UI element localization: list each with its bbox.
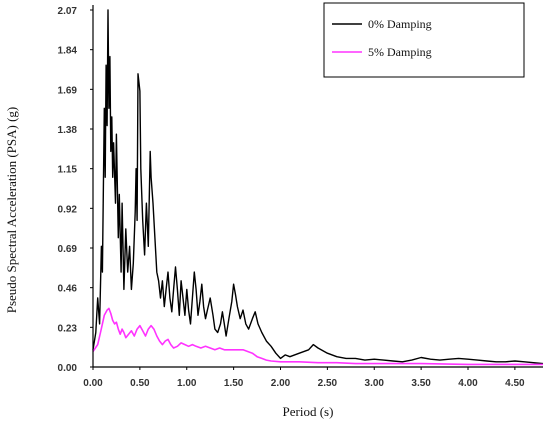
x-tick-label: 4.50 [505,378,525,389]
x-tick-label: 1.50 [224,378,244,389]
ticks-layer: 0.00 0.23 0.46 0.69 0.92 1.15 1.38 1.69 1.84 2.07… [58,6,526,389]
x-tick-label: 0.50 [130,378,150,389]
y-tick-label: 1.84 [58,46,78,57]
series-layer [92,9,544,366]
legend: 0% Damping 5% Damping [323,2,525,78]
y-tick-label: 0.00 [58,363,78,374]
x-tick-label: 2.50 [318,378,338,389]
y-tick-label: 0.46 [58,284,78,295]
x-tick-label: 3.50 [411,378,431,389]
legend-label-1: 5% Damping [368,45,432,59]
x-tick-label: 3.00 [365,378,385,389]
x-tick-label: 1.00 [177,378,197,389]
x-tick-label: 2.00 [271,378,291,389]
series-line-1 [92,307,543,366]
y-tick-label: 0.23 [58,323,78,334]
series-line-0 [92,9,544,365]
x-tick-label: 0.00 [83,378,103,389]
legend-box [323,2,525,78]
y-tick-label: 1.15 [58,165,78,176]
x-tick-label: 4.00 [458,378,478,389]
y-axis-label: Pseudo Spectral Acceleration (PSA) (g) [4,107,19,314]
y-tick-label: 0.92 [58,204,78,215]
y-tick-label: 2.07 [58,6,78,17]
x-axis-label: Period (s) [283,404,334,419]
y-tick-label: 1.69 [58,85,78,96]
y-tick-label: 0.69 [58,244,78,255]
y-tick-label: 1.38 [58,125,78,136]
legend-label-0: 0% Damping [368,17,432,31]
